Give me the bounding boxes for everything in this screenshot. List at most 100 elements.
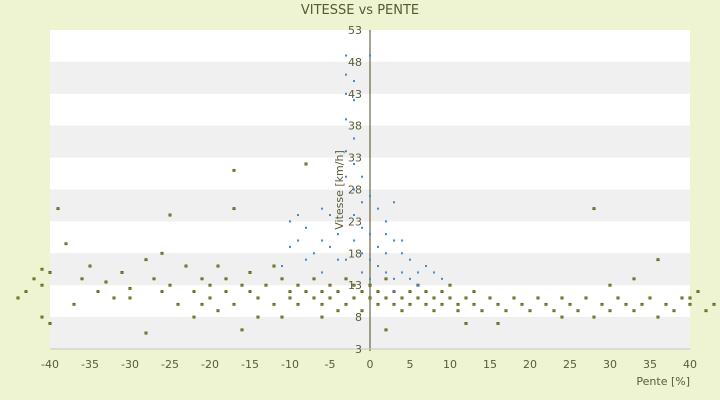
y-tick-label: 3	[355, 343, 362, 356]
data-point-main	[680, 296, 684, 300]
y-tick-label: 48	[348, 56, 362, 69]
data-point-fast	[385, 252, 387, 255]
data-point-fast	[353, 214, 355, 217]
x-tick-label: 5	[407, 358, 414, 371]
data-point-fast	[401, 271, 403, 274]
data-point-fast	[353, 80, 355, 83]
data-point-fast	[377, 265, 379, 268]
data-point-main	[560, 315, 564, 319]
x-tick-label: 10	[443, 358, 457, 371]
data-point-main	[208, 283, 212, 287]
data-point-main	[392, 302, 396, 306]
data-point-main	[40, 283, 44, 287]
x-tick-label: -40	[41, 358, 59, 371]
data-point-main	[592, 207, 596, 211]
data-point-main	[192, 315, 196, 319]
data-point-main	[528, 309, 532, 313]
data-point-main	[640, 302, 644, 306]
data-point-main	[200, 277, 204, 281]
data-point-main	[376, 290, 380, 293]
data-point-main	[536, 296, 540, 300]
data-point-main	[272, 302, 276, 306]
data-point-fast	[385, 220, 387, 223]
data-point-main	[168, 283, 172, 287]
data-point-main	[280, 315, 284, 319]
data-point-main	[576, 309, 580, 313]
x-tick-label: -5	[325, 358, 336, 371]
data-point-main	[504, 309, 508, 313]
data-point-main	[248, 271, 252, 274]
data-point-main	[440, 302, 444, 306]
data-point-main	[496, 302, 500, 306]
x-tick-label: 25	[563, 358, 577, 371]
data-point-main	[152, 277, 156, 281]
x-tick-label: 40	[683, 358, 697, 371]
data-point-main	[384, 277, 388, 281]
data-point-main	[40, 267, 44, 271]
x-tick-label: 15	[483, 358, 497, 371]
data-point-main	[600, 302, 604, 306]
data-point-fast	[345, 150, 347, 153]
data-point-main	[16, 296, 20, 300]
data-point-main	[256, 315, 260, 319]
data-point-main	[584, 296, 588, 300]
data-point-main	[304, 290, 308, 293]
data-point-main	[328, 296, 332, 300]
data-point-main	[632, 309, 636, 313]
data-point-main	[184, 264, 188, 268]
data-point-main	[568, 302, 572, 306]
data-point-main	[456, 302, 460, 306]
data-point-main	[224, 277, 228, 281]
data-point-main	[128, 286, 132, 290]
data-point-main	[256, 296, 260, 300]
data-point-fast	[393, 290, 395, 293]
data-point-main	[472, 290, 476, 293]
data-point-main	[216, 264, 220, 268]
data-point-main	[56, 207, 60, 211]
data-point-fast	[353, 137, 355, 140]
data-point-main	[424, 302, 428, 306]
data-point-main	[520, 302, 524, 306]
data-point-fast	[289, 220, 291, 223]
series-fast	[281, 54, 443, 293]
data-point-main	[432, 309, 436, 313]
data-point-fast	[401, 252, 403, 255]
data-point-main	[80, 277, 84, 281]
series-main	[16, 162, 716, 335]
x-tick-label: -35	[81, 358, 99, 371]
data-point-fast	[369, 54, 371, 57]
data-point-fast	[337, 258, 339, 261]
data-point-main	[48, 271, 52, 274]
x-tick-label: -20	[201, 358, 219, 371]
data-point-main	[176, 302, 180, 306]
data-point-fast	[441, 277, 443, 280]
x-axis-label: Pente [%]	[636, 375, 690, 388]
data-point-fast	[321, 239, 323, 242]
data-point-main	[168, 213, 172, 217]
data-point-main	[320, 302, 324, 306]
data-point-fast	[417, 284, 419, 287]
data-point-fast	[345, 258, 347, 261]
data-point-main	[120, 271, 124, 274]
data-point-fast	[353, 99, 355, 102]
data-point-main	[512, 296, 516, 300]
data-point-main	[656, 315, 660, 319]
data-point-fast	[361, 175, 363, 178]
data-point-main	[240, 283, 244, 287]
y-tick-label: 38	[348, 120, 362, 133]
data-point-fast	[353, 188, 355, 191]
data-point-main	[128, 296, 132, 300]
data-point-main	[488, 296, 492, 300]
x-tick-label: -25	[161, 358, 179, 371]
data-point-fast	[393, 201, 395, 204]
data-point-fast	[433, 271, 435, 274]
data-point-main	[472, 302, 476, 306]
data-point-main	[544, 302, 548, 306]
y-tick-label: 33	[348, 152, 362, 165]
data-point-fast	[321, 271, 323, 274]
data-point-main	[368, 296, 372, 300]
data-point-main	[232, 207, 236, 211]
data-point-main	[224, 290, 228, 293]
y-axis-label: Vitesse [km/h]	[333, 150, 346, 230]
data-point-fast	[337, 233, 339, 236]
